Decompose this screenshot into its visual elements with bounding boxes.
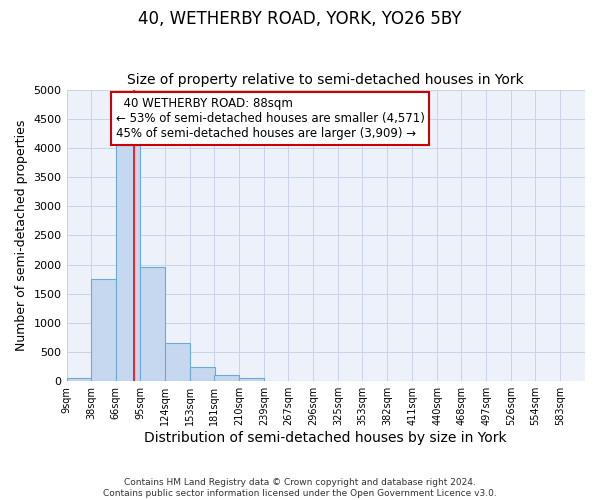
Y-axis label: Number of semi-detached properties: Number of semi-detached properties: [15, 120, 28, 351]
Bar: [190, 366, 215, 381]
Text: 40 WETHERBY ROAD: 88sqm
← 53% of semi-detached houses are smaller (4,571)
45% of: 40 WETHERBY ROAD: 88sqm ← 53% of semi-de…: [116, 97, 425, 140]
Bar: [239, 378, 264, 381]
Text: Contains HM Land Registry data © Crown copyright and database right 2024.
Contai: Contains HM Land Registry data © Crown c…: [103, 478, 497, 498]
Bar: [67, 378, 91, 381]
Bar: [214, 376, 239, 381]
Bar: [166, 344, 190, 381]
Text: 40, WETHERBY ROAD, YORK, YO26 5BY: 40, WETHERBY ROAD, YORK, YO26 5BY: [138, 10, 462, 28]
Bar: [140, 268, 166, 381]
Bar: [91, 279, 116, 381]
Title: Size of property relative to semi-detached houses in York: Size of property relative to semi-detach…: [127, 73, 524, 87]
X-axis label: Distribution of semi-detached houses by size in York: Distribution of semi-detached houses by …: [145, 431, 507, 445]
Bar: [116, 145, 140, 381]
